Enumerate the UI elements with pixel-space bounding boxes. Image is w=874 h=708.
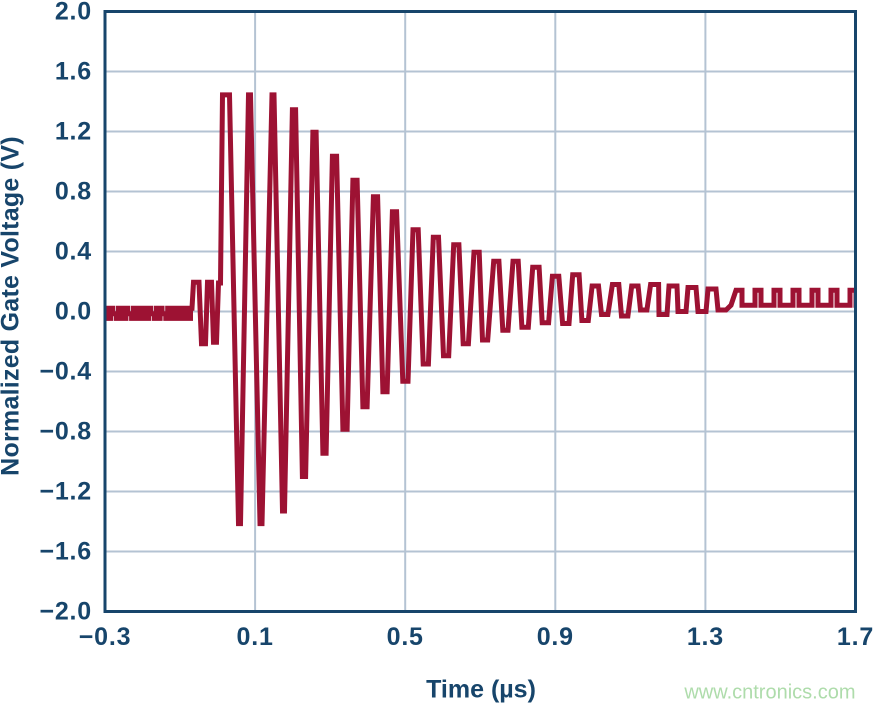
x-tick-label: 0.9 [536, 623, 574, 651]
watermark: www.cntronics.com [684, 681, 856, 703]
y-tick-label: 2.0 [54, 0, 92, 25]
x-tick-label: 1.3 [686, 623, 724, 651]
x-tick-label: 1.7 [836, 623, 874, 651]
y-tick-label: 0.4 [54, 237, 92, 265]
y-axis-title: Normalized Gate Voltage (V) [0, 136, 24, 476]
x-tick-label: −0.3 [78, 623, 132, 651]
plot-border [103, 10, 857, 613]
y-tick-label: 1.6 [54, 57, 92, 85]
y-tick-label: −2.0 [39, 597, 92, 625]
y-tick-label: −1.6 [39, 537, 92, 565]
y-tick-label: −0.4 [39, 357, 92, 385]
y-tick-label: 0.0 [54, 297, 92, 325]
waveform-trace [105, 92, 856, 527]
y-tick-label: 0.8 [54, 177, 92, 205]
x-tick-label: 0.1 [236, 623, 274, 651]
y-tick-label: −0.8 [39, 417, 92, 445]
y-tick-label: −1.2 [39, 477, 92, 505]
x-tick-label: 0.5 [386, 623, 424, 651]
y-tick-label: 1.2 [54, 117, 92, 145]
x-axis-title: Time (µs) [426, 675, 536, 704]
